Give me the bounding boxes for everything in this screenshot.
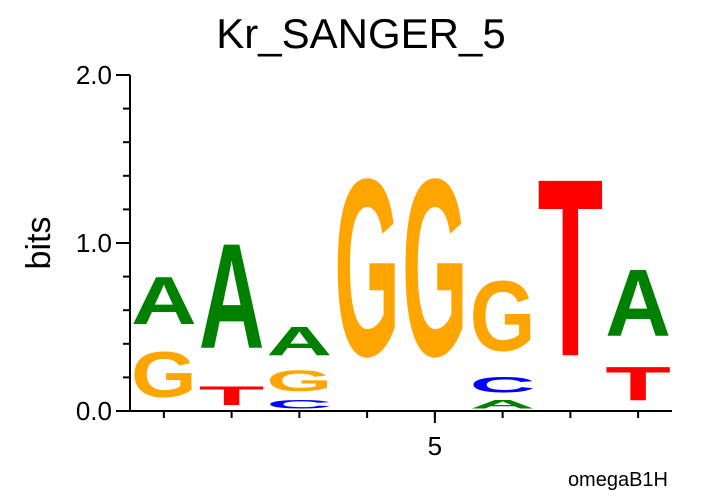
logo-letter: G xyxy=(402,127,468,410)
logo-letter: A xyxy=(605,249,671,357)
logo-letter: T xyxy=(538,127,604,410)
logo-letter: A xyxy=(199,214,265,381)
annotation: omegaB1H xyxy=(568,469,668,491)
y-tick-label: 0.0 xyxy=(76,396,112,426)
logo-letter: G xyxy=(267,364,333,397)
logo-letter: A xyxy=(267,318,333,363)
y-tick-label: 2.0 xyxy=(76,60,112,90)
logo-letter: A xyxy=(470,397,536,410)
chart-title: Kr_SANGER_5 xyxy=(216,10,505,57)
logo-letter: G xyxy=(131,338,197,410)
x-tick-label: 5 xyxy=(428,431,442,461)
logo-letter: G xyxy=(470,259,536,372)
logo-letter: T xyxy=(605,357,671,411)
logo-letter: T xyxy=(199,381,265,411)
logo-letter: G xyxy=(334,127,400,410)
y-axis-label: bits xyxy=(20,217,58,270)
logo-letter: C xyxy=(470,373,536,398)
logo-letter: A xyxy=(131,262,197,338)
y-tick-label: 1.0 xyxy=(76,228,112,258)
logo-letter: C xyxy=(267,397,333,410)
